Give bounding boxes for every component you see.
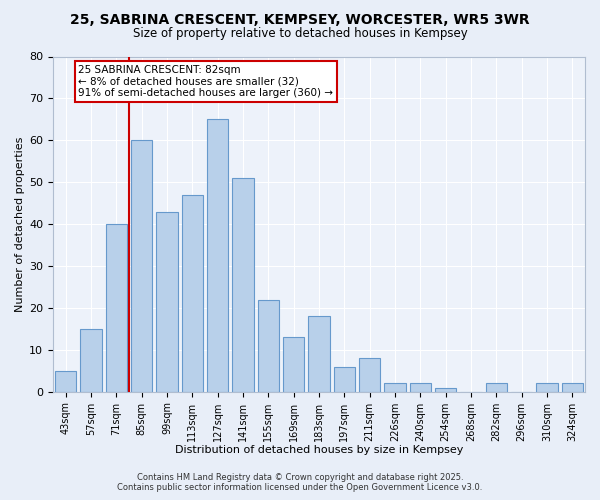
Bar xyxy=(308,316,330,392)
Bar xyxy=(257,300,279,392)
Y-axis label: Number of detached properties: Number of detached properties xyxy=(15,136,25,312)
X-axis label: Distribution of detached houses by size in Kempsey: Distribution of detached houses by size … xyxy=(175,445,463,455)
Bar xyxy=(80,329,102,392)
Text: 25, SABRINA CRESCENT, KEMPSEY, WORCESTER, WR5 3WR: 25, SABRINA CRESCENT, KEMPSEY, WORCESTER… xyxy=(70,12,530,26)
Bar xyxy=(283,338,304,392)
Bar xyxy=(536,384,558,392)
Bar xyxy=(334,366,355,392)
Bar xyxy=(435,388,457,392)
Bar xyxy=(384,384,406,392)
Text: Contains HM Land Registry data © Crown copyright and database right 2025.
Contai: Contains HM Land Registry data © Crown c… xyxy=(118,473,482,492)
Bar xyxy=(106,224,127,392)
Bar xyxy=(207,120,229,392)
Bar xyxy=(359,358,380,392)
Bar xyxy=(156,212,178,392)
Bar xyxy=(55,371,76,392)
Bar xyxy=(485,384,507,392)
Bar xyxy=(131,140,152,392)
Text: Size of property relative to detached houses in Kempsey: Size of property relative to detached ho… xyxy=(133,28,467,40)
Bar xyxy=(562,384,583,392)
Bar xyxy=(182,195,203,392)
Bar xyxy=(232,178,254,392)
Bar xyxy=(410,384,431,392)
Text: 25 SABRINA CRESCENT: 82sqm
← 8% of detached houses are smaller (32)
91% of semi-: 25 SABRINA CRESCENT: 82sqm ← 8% of detac… xyxy=(79,65,334,98)
